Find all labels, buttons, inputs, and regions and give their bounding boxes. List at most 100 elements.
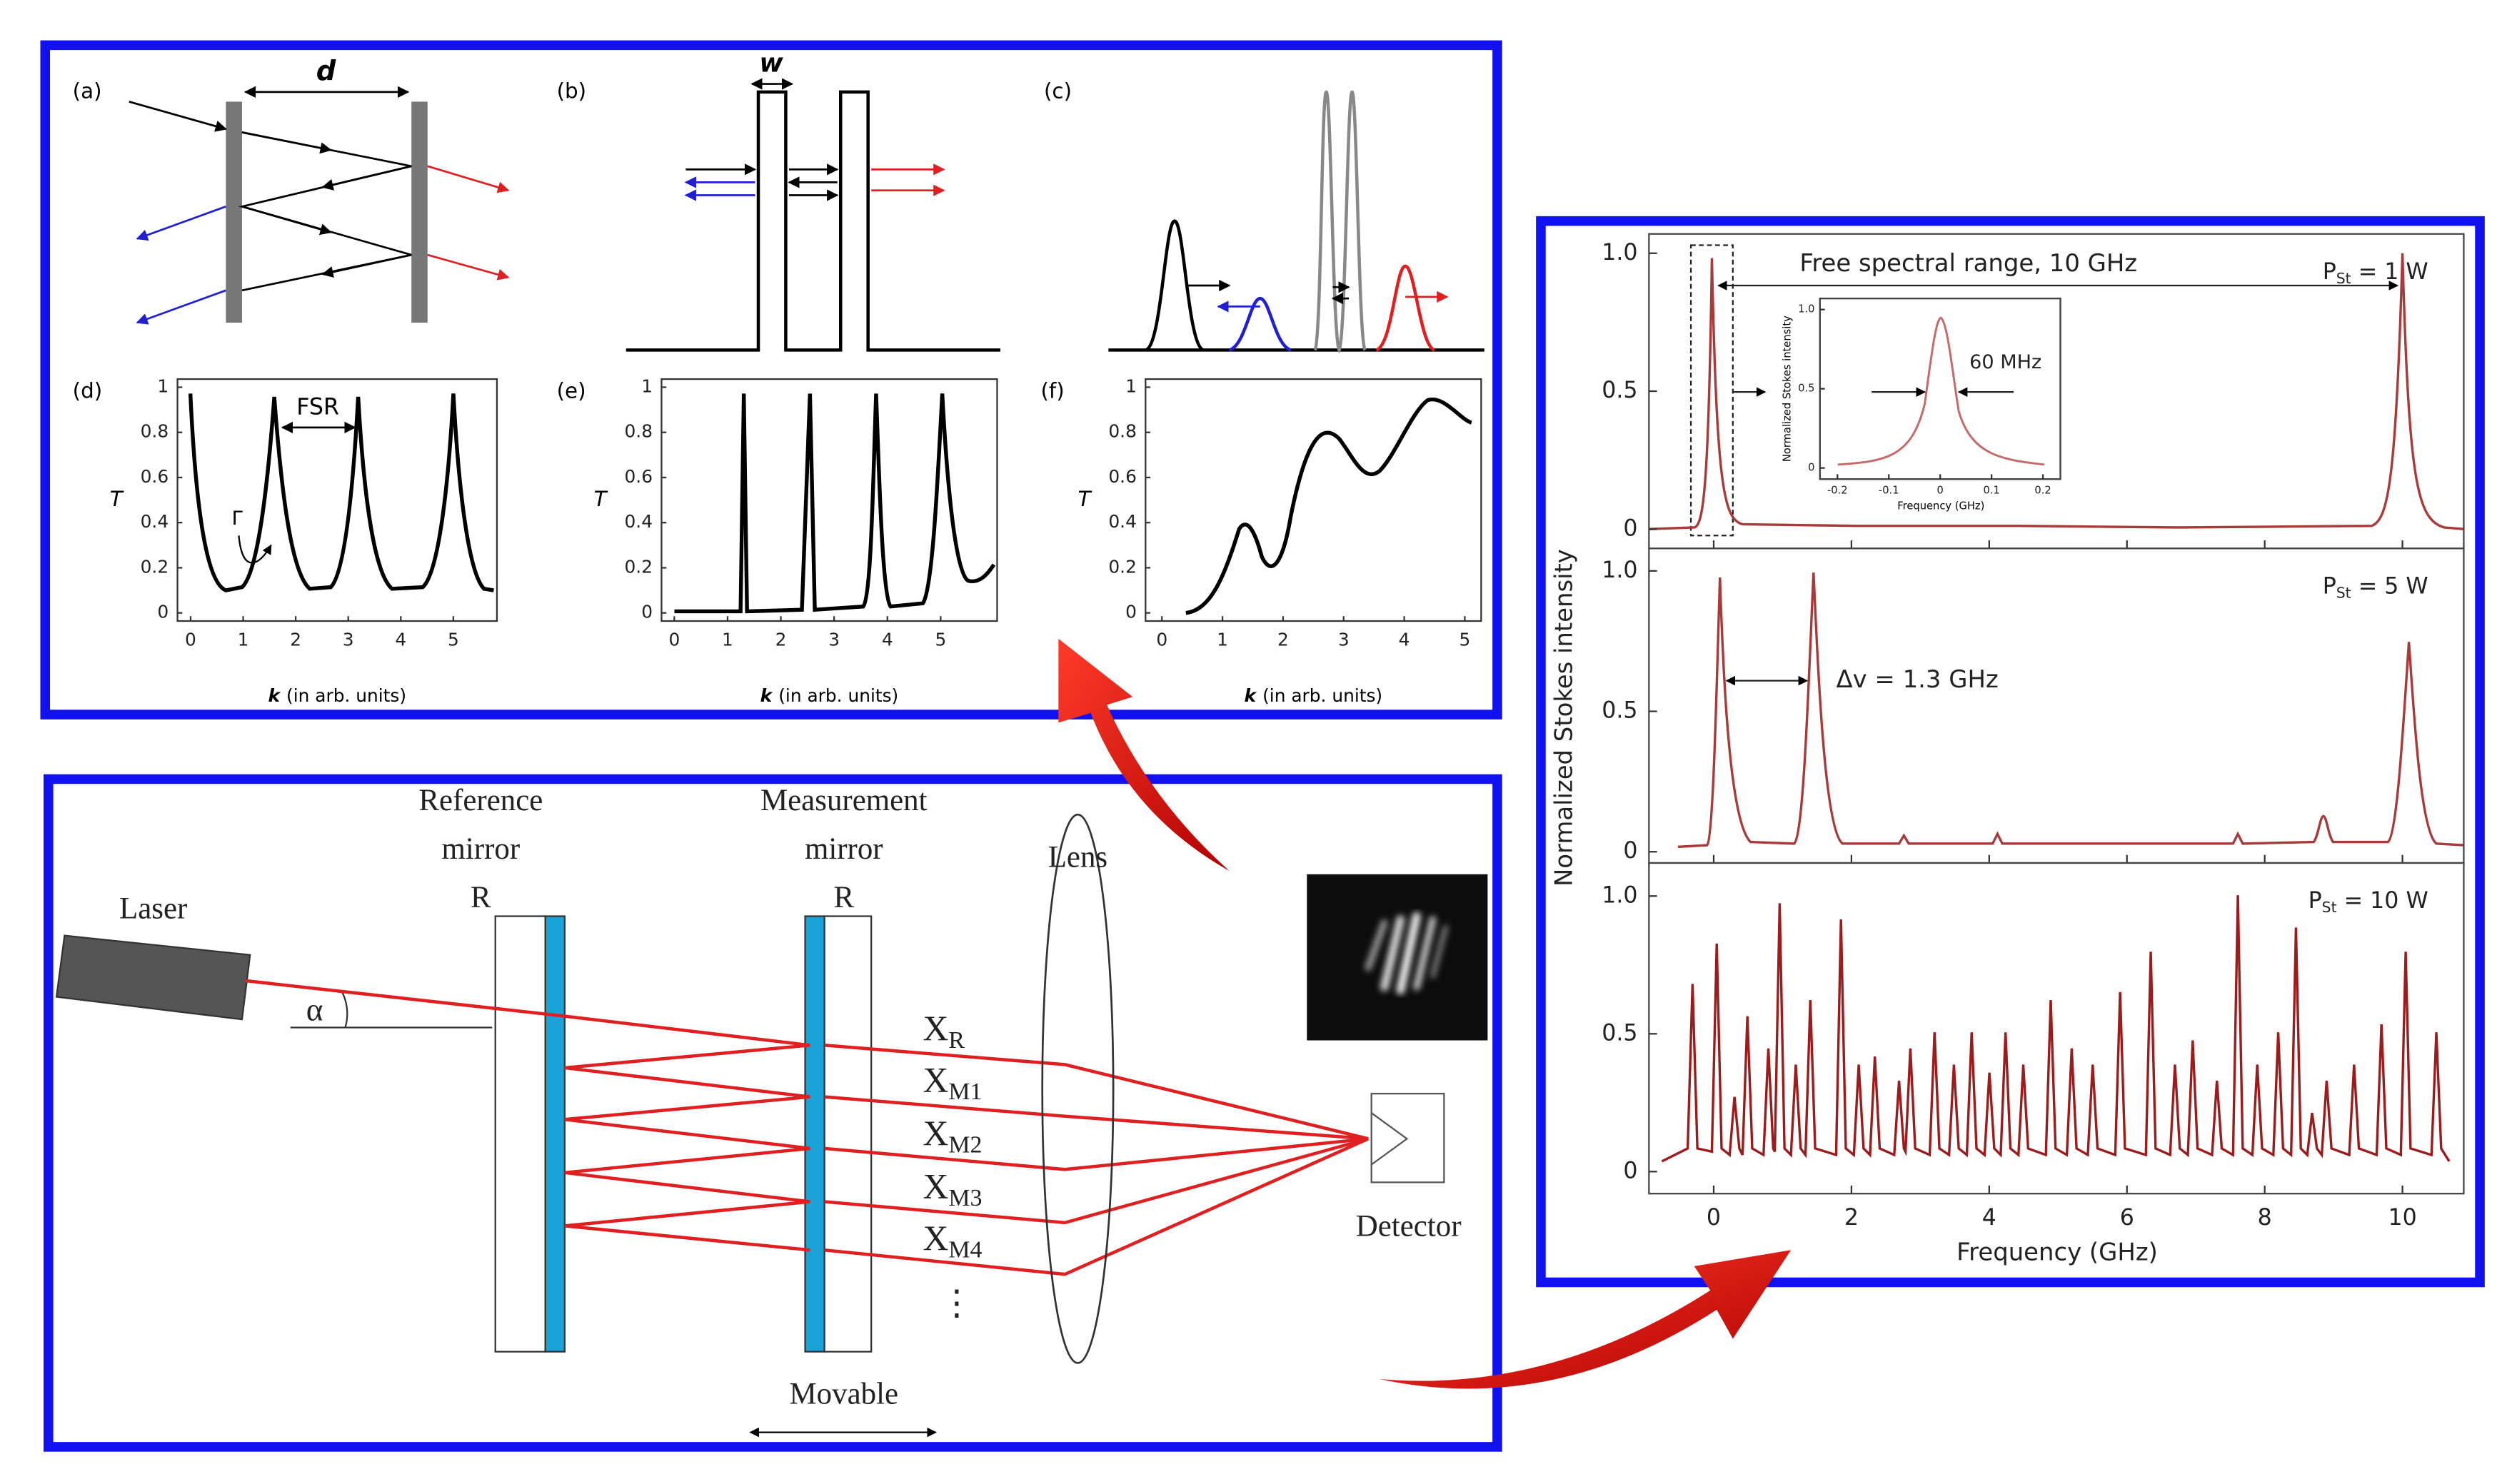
y-tick-label: 1.0: [1798, 303, 1814, 316]
power-sub: St: [2322, 899, 2337, 916]
axis-frame: [1648, 862, 2465, 1195]
y-axis-label: T: [110, 487, 124, 511]
fringe-photo: [1307, 874, 1488, 1041]
x-tick-label: 2: [775, 629, 787, 650]
panel-label: (e): [557, 379, 586, 403]
y-axis-label: T: [1077, 487, 1092, 511]
beam-label-sub: M4: [948, 1236, 982, 1263]
y-tick-label: 0.4: [624, 511, 653, 532]
y-tick-label: 1.0: [1602, 557, 1637, 583]
inset-y-label: Normalized Stokes intensity: [1782, 316, 1794, 462]
setup: [55, 813, 1488, 1438]
beam: [824, 1095, 1369, 1141]
y-tick-label: 0: [1623, 838, 1637, 864]
inset-x-label: Frequency (GHz): [1897, 500, 1984, 513]
diagram-c: [1108, 90, 1484, 354]
beam-label-base: X: [923, 1167, 949, 1206]
x-tick-label: 1: [722, 629, 733, 650]
beam-label-sub: M2: [948, 1131, 982, 1158]
ray: [321, 165, 412, 191]
inset-frame: [1819, 297, 2061, 480]
y-tick-label: 1: [157, 375, 169, 396]
packet: [1145, 219, 1205, 352]
x-tick-label: 0: [1156, 629, 1167, 650]
ray: [427, 253, 510, 281]
mirror-reflectivity: R: [833, 881, 854, 914]
x-tick-label: 6: [2120, 1205, 2134, 1231]
x-tick-label: 0: [1937, 484, 1944, 496]
x-tick-label: 4: [1982, 1205, 1996, 1231]
power-label: PSt = 1 W: [2323, 259, 2428, 287]
x-tick-label: 10: [2388, 1205, 2416, 1231]
mirror-reflectivity: R: [471, 881, 491, 914]
power-rest: = 10 W: [2337, 888, 2428, 914]
power-sub: St: [2336, 585, 2351, 602]
laser-label: Laser: [119, 892, 187, 926]
plate: [226, 101, 242, 323]
y-tick-label: 0: [641, 602, 653, 622]
y-tick-label: 0.8: [141, 421, 169, 442]
detector-label: Detector: [1356, 1210, 1462, 1243]
y-tick-label: 0.6: [1108, 466, 1137, 487]
y-tick-label: 0.8: [1108, 421, 1137, 442]
x-axis-unit: (in arb. units): [286, 685, 406, 706]
mirror-coating: [544, 915, 566, 1353]
axis-frame: [1145, 378, 1482, 622]
fringe: [1380, 915, 1405, 991]
detector-chevron: [1371, 1112, 1409, 1166]
ray: [136, 206, 226, 241]
x-axis-label: k (in arb. units): [760, 685, 899, 706]
x-tick-label: 4: [882, 629, 893, 650]
x-axis-unit: (in arb. units): [778, 685, 898, 706]
laser: [55, 934, 251, 1021]
beam: [824, 1137, 1369, 1171]
spectrum: [1677, 572, 2464, 849]
packet: [1313, 90, 1367, 354]
gamma-arrow: [238, 535, 272, 564]
link-arrow: [1379, 1250, 1792, 1389]
mirror-label: mirror: [805, 832, 883, 866]
more-beams: ⋮: [939, 1283, 975, 1323]
beam: [824, 1137, 1370, 1276]
beam-label: XM2: [923, 1114, 983, 1159]
power-rest: = 1 W: [2351, 259, 2428, 285]
mirror-substrate: [494, 915, 546, 1353]
lens: [1041, 813, 1115, 1364]
x-tick-label: 5: [1460, 629, 1471, 650]
power-base: P: [2323, 574, 2336, 600]
beam-label-sub: M1: [948, 1079, 982, 1105]
beam-label: XM1: [923, 1061, 983, 1105]
diagram-a: [129, 86, 510, 325]
annotation: FSR: [296, 395, 339, 420]
y-tick-label: 0.5: [1602, 378, 1637, 403]
ray: [129, 101, 227, 132]
beam-label-base: X: [923, 1218, 949, 1258]
y-tick-label: 1.0: [1602, 882, 1637, 908]
y-tick-label: 0.5: [1602, 698, 1637, 724]
gap-label: d: [316, 55, 336, 87]
angle-label: α: [306, 991, 323, 1027]
beam-label-sub: R: [948, 1027, 965, 1054]
x-tick-label: 0.2: [2034, 484, 2051, 496]
spectrum: [1649, 253, 2464, 530]
annotation: Γ: [232, 508, 243, 530]
y-tick-label: 0.5: [1602, 1020, 1637, 1046]
power-sub: St: [2336, 270, 2351, 287]
mirror-label: mirror: [442, 832, 521, 866]
spectrum: [1661, 895, 2451, 1163]
mirror-substrate: [823, 915, 873, 1353]
mirror-label: Reference: [418, 784, 543, 817]
x-tick-label: 4: [1399, 629, 1410, 650]
lens-label: Lens: [1048, 840, 1107, 874]
beam-label-base: X: [923, 1009, 949, 1049]
x-tick-label: -0.2: [1827, 484, 1848, 496]
beam-label-base: X: [923, 1061, 949, 1100]
mirror-coating: [804, 915, 825, 1353]
panel-label: (a): [73, 79, 102, 103]
x-axis-unit: (in arb. units): [1262, 685, 1382, 706]
x-tick-label: 3: [828, 629, 840, 650]
setup-labels: Laser α Reference mirror R Measurement m…: [119, 784, 1462, 1411]
x-tick-label: 1: [1217, 629, 1228, 650]
fringe: [1430, 924, 1449, 979]
